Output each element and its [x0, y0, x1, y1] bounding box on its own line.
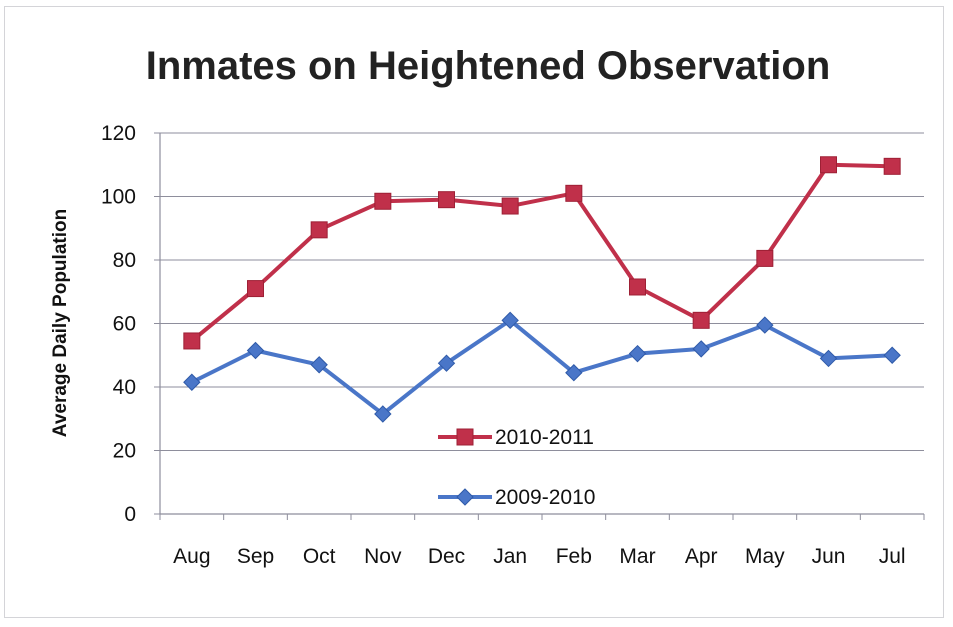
x-tick-label-may: May — [745, 545, 785, 568]
series-2010-2011 — [183, 156, 901, 350]
data-point-2009-2010-mar — [628, 344, 647, 363]
chart-frame — [4, 6, 944, 618]
data-point-2010-2011-jun — [820, 156, 837, 174]
x-tick-label-nov: Nov — [364, 545, 402, 568]
y-tick-label-0: 0 — [124, 503, 136, 526]
data-point-2009-2010-aug — [183, 373, 201, 391]
x-tick-label-dec: Dec — [428, 545, 465, 568]
legend-label-2010-2011: 2010-2011 — [495, 426, 594, 449]
x-tick-label-oct: Oct — [303, 545, 336, 568]
data-point-2010-2011-mar — [629, 278, 646, 296]
data-point-2010-2011-apr — [692, 311, 710, 329]
data-point-2009-2010-oct — [310, 356, 328, 374]
x-tick-label-feb: Feb — [556, 545, 592, 568]
data-point-2009-2010-may — [756, 316, 774, 334]
gridlines — [160, 132, 924, 451]
legend-item-2009-2010: 2009-2010 — [438, 486, 595, 509]
data-point-2009-2010-feb — [565, 364, 583, 382]
y-tick-label-60: 60 — [113, 313, 136, 336]
data-point-2009-2010-dec — [437, 354, 456, 372]
data-point-2009-2010-jan — [501, 311, 519, 330]
x-tick-label-jul: Jul — [879, 545, 906, 568]
x-tick-label-jan: Jan — [493, 545, 527, 568]
y-tick-label-20: 20 — [113, 440, 136, 463]
chart-title: Inmates on Heightened Observation — [146, 44, 831, 88]
y-tick-label-40: 40 — [113, 376, 136, 399]
data-point-2010-2011-nov — [374, 192, 392, 210]
data-point-2010-2011-feb — [565, 184, 583, 202]
legend: 2010-2011 2009-2010 — [438, 426, 595, 509]
series-layer — [183, 156, 901, 423]
y-axis-label: Average Daily Population — [50, 209, 71, 437]
legend-marker-2009-2010 — [456, 488, 474, 506]
data-point-2009-2010-jun — [819, 349, 838, 368]
data-point-2010-2011-jan — [501, 197, 519, 215]
x-tick-label-apr: Apr — [685, 545, 718, 568]
x-tick-label-aug: Aug — [173, 545, 210, 568]
legend-marker-2010-2011 — [456, 428, 474, 446]
x-tick-label-sep: Sep — [237, 545, 274, 568]
y-tick-label-80: 80 — [113, 249, 136, 272]
series-2009-2010 — [183, 311, 901, 423]
data-point-2010-2011-dec — [438, 191, 455, 209]
data-point-2009-2010-apr — [692, 340, 710, 358]
data-point-2009-2010-jul — [883, 346, 901, 364]
data-point-2010-2011-sep — [247, 280, 264, 298]
data-point-2010-2011-aug — [183, 332, 201, 350]
data-point-2009-2010-nov — [374, 405, 392, 423]
legend-item-2010-2011: 2010-2011 — [438, 426, 594, 449]
y-tick-label-120: 120 — [101, 122, 136, 145]
data-point-2010-2011-may — [756, 249, 774, 267]
data-point-2010-2011-oct — [310, 221, 328, 239]
data-point-2010-2011-jul — [883, 157, 901, 175]
x-tick-label-jun: Jun — [812, 545, 846, 568]
series-line-2010-2011 — [190, 162, 893, 343]
data-point-2009-2010-sep — [246, 341, 265, 360]
legend-label-2009-2010: 2009-2010 — [495, 486, 595, 509]
x-tick-label-mar: Mar — [619, 545, 655, 568]
series-line-2009-2010 — [190, 318, 893, 416]
axes: 0 20 40 60 80 100 120 Aug Sep Oct Nov Dec Jan Feb Mar A… — [101, 122, 925, 568]
y-tick-label-100: 100 — [101, 186, 136, 209]
